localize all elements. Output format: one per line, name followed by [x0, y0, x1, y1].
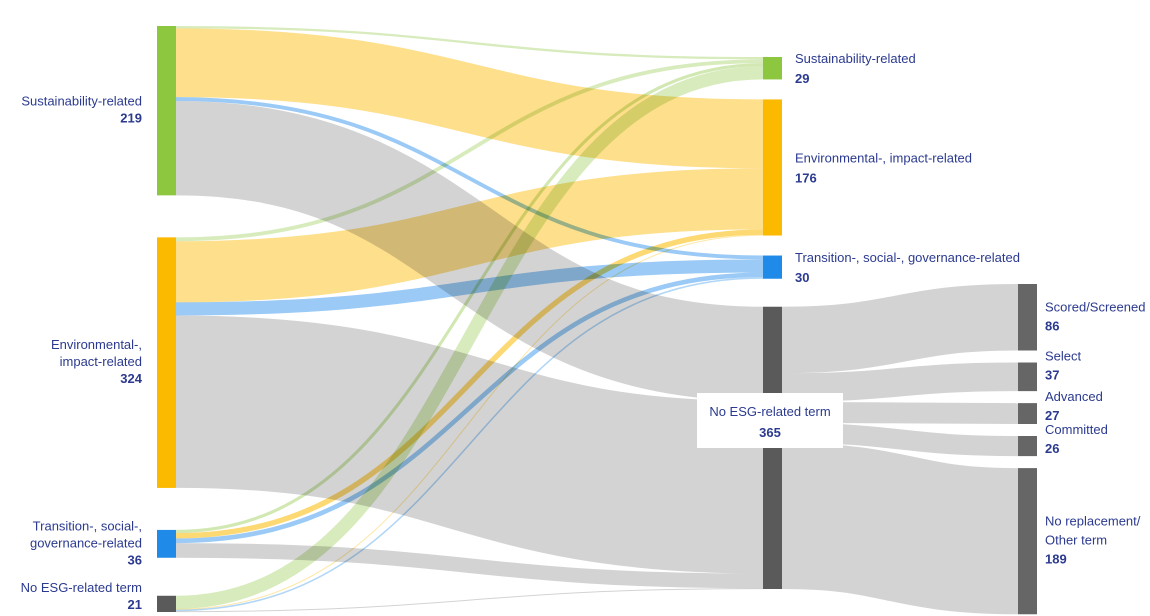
label-name-src_none-0: No ESG-related term — [21, 580, 142, 595]
label-name-dst_none: No ESG-related term — [709, 404, 830, 419]
label-box-dst-none — [697, 393, 843, 448]
label-value-dst_tsg: 30 — [795, 270, 809, 285]
sankey-link-src_none-to-dst_sust — [175, 66, 764, 609]
sankey-node-dst_env — [763, 99, 782, 236]
sankey-link-src_none-to-dst_none — [175, 588, 764, 613]
label-name-out_committed-0: Committed — [1045, 422, 1108, 437]
label-name-src_sust-0: Sustainability-related — [21, 94, 142, 109]
sankey-labels: Sustainability-related 219 Environmental-,… — [21, 51, 1146, 612]
label-name-out_scored-0: Scored/Screened — [1045, 299, 1145, 314]
sankey-node-src_env — [157, 237, 176, 488]
label-name-dst_env: Environmental-, impact-related — [795, 150, 972, 165]
label-value-src_env: 324 — [120, 371, 142, 386]
label-value-dst_env: 176 — [795, 170, 817, 185]
label-value-out_scored: 86 — [1045, 318, 1059, 333]
label-value-dst_sust: 29 — [795, 71, 809, 86]
label-name-dst_tsg: Transition-, social-, governance-related — [795, 250, 1020, 265]
sankey-link-src_tsg-to-dst_env — [175, 229, 764, 539]
sankey-link-src_none-to-dst_tsg — [175, 277, 764, 612]
sankey-nodes — [157, 26, 1037, 615]
sankey-link-src_sust-to-dst_sust — [175, 26, 764, 60]
sankey-node-dst_sust — [763, 57, 782, 80]
label-name-out_norepl-1: Other term — [1045, 533, 1107, 548]
sankey-link-src_env-to-dst_tsg — [175, 259, 764, 316]
sankey-link-src_none-to-dst_env — [175, 234, 764, 610]
label-name-dst_sust: Sustainability-related — [795, 51, 916, 66]
sankey-link-src_sust-to-dst_env — [175, 28, 764, 169]
sankey-node-src_sust — [157, 26, 176, 196]
label-value-out_select: 37 — [1045, 368, 1059, 383]
sankey-node-out_norepl — [1018, 468, 1037, 615]
sankey-link-src_env-to-dst_env — [175, 168, 764, 303]
sankey-node-out_select — [1018, 362, 1037, 392]
sankey-link-src_tsg-to-dst_sust — [175, 63, 764, 534]
sankey-link-src_env-to-dst_sust — [175, 59, 764, 242]
sankey-node-out_scored — [1018, 284, 1037, 351]
label-value-dst_none: 365 — [759, 425, 781, 440]
label-name-src_tsg-1: governance-related — [30, 535, 142, 550]
label-name-out_norepl-0: No replacement/ — [1045, 514, 1141, 529]
sankey-node-out_committed — [1018, 436, 1037, 457]
sankey-link-dst_none-to-out_norepl — [781, 442, 1019, 615]
label-name-src_tsg-0: Transition-, social-, — [33, 518, 142, 533]
sankey-link-dst_none-to-out_scored — [781, 283, 1019, 374]
label-value-src_sust: 219 — [120, 111, 142, 126]
label-value-src_tsg: 36 — [128, 552, 142, 567]
label-value-out_committed: 26 — [1045, 441, 1059, 456]
sankey-links — [175, 26, 1019, 615]
label-value-out_advanced: 27 — [1045, 408, 1059, 423]
label-name-out_advanced-0: Advanced — [1045, 389, 1103, 404]
sankey-node-src_tsg — [157, 529, 176, 558]
sankey-node-src_none — [157, 595, 176, 612]
sankey-link-dst_none-to-out_select — [781, 362, 1019, 402]
sankey-link-src_tsg-to-dst_none — [175, 543, 764, 589]
label-value-src_none: 21 — [128, 597, 142, 612]
sankey-link-src_tsg-to-dst_tsg — [175, 272, 764, 544]
label-name-src_env-0: Environmental-, — [51, 337, 142, 352]
label-name-src_env-1: impact-related — [60, 354, 142, 369]
sankey-node-dst_tsg — [763, 255, 782, 279]
sankey-node-out_advanced — [1018, 403, 1037, 424]
label-name-out_select-0: Select — [1045, 349, 1082, 364]
label-value-out_norepl: 189 — [1045, 552, 1067, 567]
